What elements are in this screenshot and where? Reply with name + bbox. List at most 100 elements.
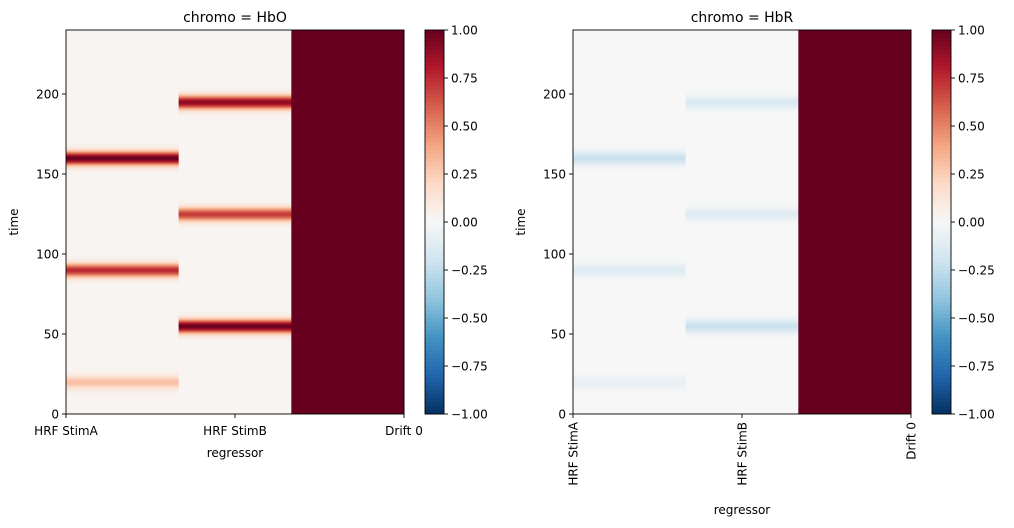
chart-1-event-0-2: [66, 168, 180, 170]
chart-2-event-1-0: [685, 319, 799, 321]
chart-2-event-0-0: [573, 369, 687, 371]
chart-1-event-0-1: [66, 268, 180, 270]
chart-1-event-1-1: [178, 199, 292, 201]
chart-1-colorbar-segment: [425, 166, 444, 171]
chart-2-event-1-0: [685, 322, 799, 324]
chart-2-event-0-2: [573, 171, 687, 173]
chart-1-colorbar-segment: [425, 330, 444, 335]
chart-1-event-0-0: [66, 387, 180, 389]
chart-2-event-1-1: [685, 221, 799, 223]
chart-2-event-1-0: [685, 335, 799, 337]
chart-2-event-0-0: [573, 391, 687, 393]
chart-2-ylabel: time: [514, 208, 528, 235]
chart-2-event-1-0: [685, 322, 799, 324]
chart-1-ytick-label-0: 0: [51, 407, 59, 421]
chart-1-colorbar-segment: [425, 322, 444, 327]
chart-2-event-1-1: [685, 202, 799, 204]
chart-1-event-1-1: [178, 205, 292, 207]
chart-2-event-1-0: [685, 338, 799, 340]
chart-2-event-1-1: [685, 228, 799, 230]
chart-1-event-1-1: [178, 198, 292, 200]
chart-1-event-0-1: [66, 254, 180, 256]
chart-2-event-0-1: [573, 281, 687, 283]
chart-1-event-0-1: [66, 285, 180, 287]
chart-2-event-1-1: [685, 203, 799, 205]
chart-1-event-0-1: [66, 275, 180, 277]
chart-2-event-0-2: [573, 150, 687, 152]
chart-2-colorbar-tick-label-0: 1.00: [958, 23, 985, 37]
chart-2-event-1-0: [685, 329, 799, 331]
chart-2-event-1-2: [685, 87, 799, 89]
chart-2-event-1-2: [685, 110, 799, 112]
chart-2-colorbar-segment: [932, 394, 951, 399]
chart-1-colorbar-segment: [425, 282, 444, 287]
chart-1-event-1-0: [178, 335, 292, 337]
chart-2-colorbar-segment: [932, 182, 951, 187]
chart-2-colorbar-tick-label-2: 0.50: [958, 119, 985, 133]
chart-2-event-1-2: [685, 100, 799, 102]
chart-2-colorbar-segment: [932, 374, 951, 379]
chart-1-colorbar-segment: [425, 314, 444, 319]
chart-2-event-0-2: [573, 161, 687, 163]
chart-1-event-0-2: [66, 155, 180, 157]
chart-1-colorbar-segment: [425, 102, 444, 107]
chart-1-event-0-0: [66, 377, 180, 379]
chart-2-event-0-0: [573, 373, 687, 375]
chart-2-ytick-label-0: 0: [558, 407, 566, 421]
chart-1-event-1-1: [178, 218, 292, 220]
chart-2-colorbar-segment: [932, 350, 951, 355]
chart-2-colorbar-segment: [932, 38, 951, 43]
chart-1-event-1-2: [178, 114, 292, 116]
chart-2-xtick-label-2: Drift 0: [904, 422, 918, 460]
chart-1-event-0-1: [66, 273, 180, 275]
chart-1-colorbar-segment: [425, 254, 444, 259]
chart-2-event-0-1: [573, 260, 687, 262]
chart-1-colorbar-tick-label-2: 0.50: [451, 119, 478, 133]
chart-2-event-0-1: [573, 275, 687, 277]
chart-2-colorbar-segment: [932, 86, 951, 91]
chart-2-event-1-1: [685, 226, 799, 228]
chart-1-colorbar-segment: [425, 98, 444, 103]
chart-1-colorbar-segment: [425, 138, 444, 143]
chart-1-colorbar-segment: [425, 146, 444, 151]
chart-2-event-1-0: [685, 313, 799, 315]
chart-2-event-0-2: [573, 145, 687, 147]
chart-2-event-0-2: [573, 146, 687, 148]
chart-1-colorbar-segment: [425, 194, 444, 199]
chart-1-event-0-1: [66, 283, 180, 285]
chart-2-event-1-2: [685, 98, 799, 100]
chart-1-event-1-2: [178, 101, 292, 103]
chart-1-event-0-0: [66, 373, 180, 375]
chart-1-xtick-label-0: HRF StimA: [34, 424, 98, 438]
chart-2-event-1-1: [685, 224, 799, 226]
chart-1-event-1-1: [178, 203, 292, 205]
chart-2-event-0-0: [573, 382, 687, 384]
chart-1-event-0-1: [66, 266, 180, 268]
chart-2-event-0-2: [573, 149, 687, 151]
chart-1-colorbar-segment: [425, 206, 444, 211]
chart-1-event-0-0: [66, 376, 180, 378]
chart-2-event-1-0: [685, 332, 799, 334]
chart-2-event-0-1: [573, 277, 687, 279]
chart-1-event-0-1: [66, 277, 180, 279]
chart-2-colorbar-segment: [932, 326, 951, 331]
chart-2-event-1-1: [685, 211, 799, 213]
chart-1-colorbar-segment: [425, 274, 444, 279]
chart-2-colorbar-segment: [932, 254, 951, 259]
chart-1-colorbar-segment: [425, 310, 444, 315]
chart-2-event-0-2: [573, 162, 687, 164]
chart-2-event-1-0: [685, 328, 799, 330]
chart-2-colorbar-segment: [932, 142, 951, 147]
chart-1-event-0-1: [66, 282, 180, 284]
chart-1-event-0-2: [66, 145, 180, 147]
chart-1-colorbar-segment: [425, 150, 444, 155]
chart-1-colorbar-segment: [425, 258, 444, 263]
chart-1-heatmap: [66, 30, 405, 414]
chart-2-colorbar-segment: [932, 42, 951, 47]
chart-1-colorbar-segment: [425, 266, 444, 271]
chart-1-event-0-1: [66, 284, 180, 286]
chart-2-event-0-1: [573, 265, 687, 267]
chart-2-colorbar-segment: [932, 78, 951, 83]
chart-2-colorbar-segment: [932, 378, 951, 383]
chart-1-event-0-0: [66, 370, 180, 372]
